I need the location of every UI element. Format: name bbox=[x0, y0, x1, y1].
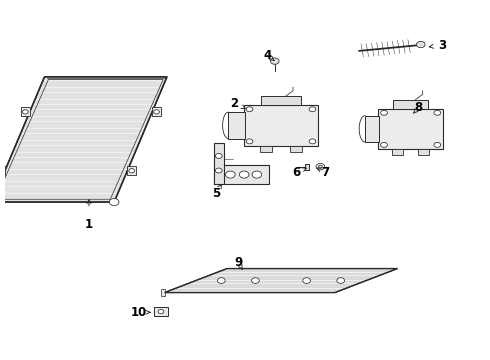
Polygon shape bbox=[365, 116, 379, 142]
Circle shape bbox=[23, 110, 28, 114]
Polygon shape bbox=[228, 112, 245, 139]
Circle shape bbox=[416, 41, 425, 48]
Polygon shape bbox=[393, 100, 428, 109]
Circle shape bbox=[318, 165, 322, 168]
Circle shape bbox=[225, 171, 235, 178]
Circle shape bbox=[246, 139, 253, 144]
Text: 10: 10 bbox=[130, 306, 147, 319]
Text: 7: 7 bbox=[321, 166, 330, 179]
Circle shape bbox=[158, 310, 164, 314]
Circle shape bbox=[239, 171, 249, 178]
Circle shape bbox=[309, 107, 316, 112]
Text: 3: 3 bbox=[438, 39, 446, 52]
Circle shape bbox=[434, 110, 441, 115]
Polygon shape bbox=[392, 149, 403, 156]
Circle shape bbox=[381, 110, 388, 115]
Text: 6: 6 bbox=[293, 166, 301, 179]
Circle shape bbox=[434, 143, 441, 147]
Polygon shape bbox=[244, 105, 318, 145]
Circle shape bbox=[252, 171, 262, 178]
Text: 9: 9 bbox=[235, 256, 243, 269]
Polygon shape bbox=[378, 109, 443, 149]
Text: 4: 4 bbox=[264, 49, 272, 62]
Polygon shape bbox=[0, 166, 5, 175]
Circle shape bbox=[109, 198, 119, 206]
Circle shape bbox=[337, 278, 344, 283]
Circle shape bbox=[129, 168, 135, 173]
Polygon shape bbox=[0, 77, 167, 202]
Polygon shape bbox=[165, 269, 397, 293]
Circle shape bbox=[270, 58, 279, 64]
Circle shape bbox=[0, 168, 3, 173]
Text: 5: 5 bbox=[212, 186, 220, 199]
Polygon shape bbox=[214, 143, 224, 184]
Circle shape bbox=[218, 278, 225, 283]
Bar bbox=[305, 164, 309, 171]
Polygon shape bbox=[152, 108, 161, 116]
Circle shape bbox=[246, 107, 253, 112]
Text: 8: 8 bbox=[415, 101, 423, 114]
Bar bbox=[154, 307, 168, 316]
Circle shape bbox=[309, 139, 316, 144]
Polygon shape bbox=[290, 145, 302, 152]
Circle shape bbox=[216, 153, 222, 158]
Circle shape bbox=[316, 163, 325, 170]
Circle shape bbox=[216, 168, 222, 173]
Polygon shape bbox=[161, 289, 165, 296]
Polygon shape bbox=[21, 108, 30, 116]
Circle shape bbox=[303, 278, 311, 283]
Circle shape bbox=[251, 278, 259, 283]
Polygon shape bbox=[260, 145, 272, 152]
Polygon shape bbox=[127, 166, 136, 175]
Circle shape bbox=[381, 143, 388, 147]
Text: 2: 2 bbox=[230, 96, 238, 109]
Text: 1: 1 bbox=[85, 217, 93, 231]
Polygon shape bbox=[261, 96, 301, 105]
Circle shape bbox=[154, 110, 159, 114]
Polygon shape bbox=[214, 165, 269, 184]
Polygon shape bbox=[418, 149, 429, 156]
